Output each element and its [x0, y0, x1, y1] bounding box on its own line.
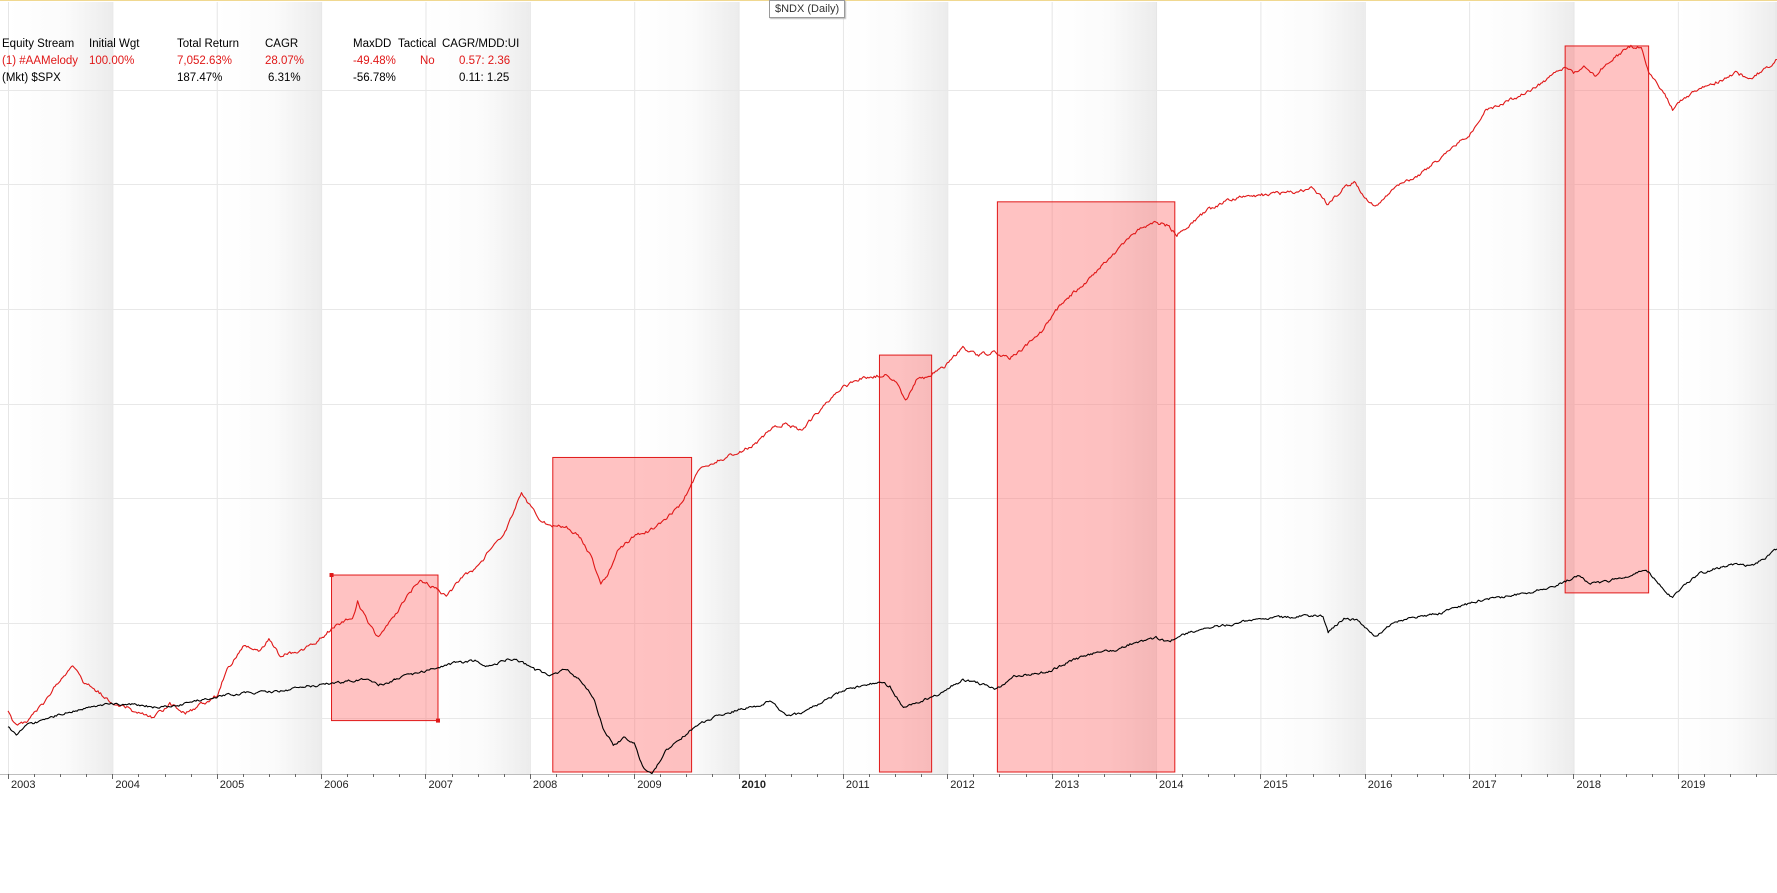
band-handle [329, 573, 334, 578]
header-tactical: Tactical [398, 38, 437, 50]
row-cagr-mdd-ui: 0.57: 2.36 [459, 55, 511, 67]
row-cagr: 28.07% [265, 55, 305, 67]
x-tick-label-2009: 2009 [637, 779, 661, 791]
header-cagr: CAGR [265, 38, 299, 50]
x-axis: 2003 2004 2005 2006 2007 2008 2009 2010 2011 2012… [0, 774, 1777, 791]
row-cagr: 6.31% [268, 72, 301, 84]
row-tactical: No [420, 55, 435, 67]
band-handle [435, 718, 440, 723]
header-initial-wgt: Initial Wgt [89, 38, 140, 50]
x-tick-label-2015: 2015 [1263, 779, 1287, 791]
header-cagr-mdd-ui: CAGR/MDD:UI [442, 38, 520, 50]
highlight-band-1 [331, 574, 439, 722]
year-band [1677, 2, 1777, 774]
header-total-return: Total Return [177, 38, 240, 50]
row-stream-name: (Mkt) $SPX [2, 72, 61, 84]
x-tick-label-2004: 2004 [115, 779, 139, 791]
x-tick-label-2011: 2011 [846, 779, 870, 791]
year-band [425, 2, 530, 774]
header-maxdd: MaxDD [353, 38, 392, 50]
symbol-label[interactable]: $NDX (Daily) [769, 0, 846, 18]
row-total-return: 187.47% [177, 72, 223, 84]
highlight-band-2 [552, 456, 693, 773]
year-bands [0, 0, 1777, 774]
highlight-bands [329, 45, 1650, 773]
x-tick-label-2010: 2010 [742, 779, 766, 791]
row-initial-wgt: 100.00% [89, 55, 135, 67]
x-tick-label-2013: 2013 [1055, 779, 1079, 791]
year-band [8, 2, 113, 774]
row-stream-name: (1) #AAMelody [2, 55, 79, 67]
year-band [216, 2, 322, 774]
series-line-aamelody [7, 44, 1777, 726]
x-tick-label-2018: 2018 [1576, 779, 1600, 791]
x-tick-label-2016: 2016 [1368, 779, 1392, 791]
row-maxdd: -49.48% [353, 55, 396, 67]
row-cagr-mdd-ui: 0.11: 1.25 [459, 72, 510, 84]
x-tick-label-2019: 2019 [1681, 779, 1705, 791]
year-band [634, 2, 739, 774]
x-tick-label-2014: 2014 [1159, 779, 1183, 791]
year-band [1469, 2, 1574, 774]
year-band [1051, 2, 1157, 774]
x-tick-label-2017: 2017 [1472, 779, 1496, 791]
header-equity-stream: Equity Stream [2, 38, 75, 50]
series-lines [7, 44, 1777, 775]
x-tick-label-2007: 2007 [428, 779, 452, 791]
year-band [842, 2, 948, 774]
highlight-band-4 [996, 201, 1176, 773]
year-band [1260, 2, 1365, 774]
row-maxdd: -56.78% [353, 72, 396, 84]
highlight-band-5 [1564, 45, 1650, 594]
series-line-spx [7, 548, 1777, 775]
x-tick-label-2008: 2008 [533, 779, 557, 791]
x-tick-label-2006: 2006 [324, 779, 348, 791]
horizontal-gridlines [0, 90, 1777, 719]
highlight-band-3 [878, 354, 933, 773]
x-tick-label-2012: 2012 [950, 779, 974, 791]
row-total-return: 7,052.63% [177, 55, 232, 67]
x-tick-label-2005: 2005 [220, 779, 244, 791]
x-tick-label-2003: 2003 [11, 779, 35, 791]
